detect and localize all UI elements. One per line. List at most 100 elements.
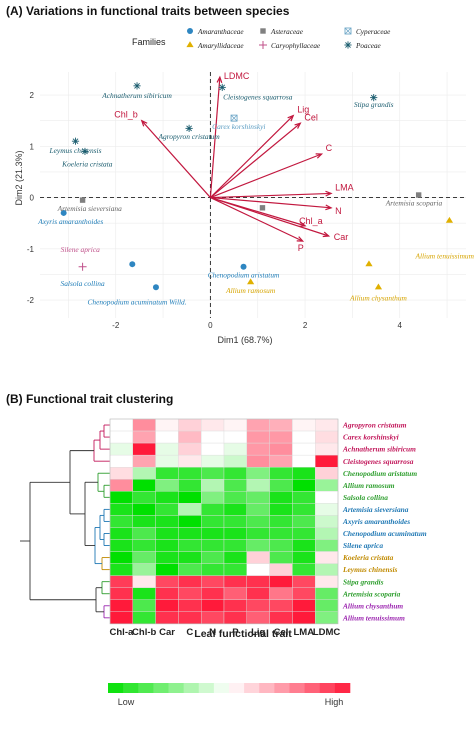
heatmap-cell xyxy=(132,575,156,588)
heatmap-cell xyxy=(246,611,270,625)
heatmap-cell xyxy=(155,611,179,625)
y-tick-label: 0 xyxy=(30,194,35,203)
heatmap-cell xyxy=(223,599,247,613)
heatmap-cell xyxy=(200,454,225,468)
heatmap-cell xyxy=(246,467,270,480)
row-label: Stipa grandis xyxy=(343,577,384,586)
heatmap-cell xyxy=(292,479,316,492)
heatmap-cell xyxy=(155,551,179,564)
heatmap-cell xyxy=(292,539,316,552)
heatmap-cell xyxy=(223,442,247,456)
heatmap-cell xyxy=(178,527,202,540)
column-label: C xyxy=(186,627,193,638)
heatmap-cell xyxy=(269,418,293,432)
row-label: Chenopodium aristatum xyxy=(343,469,417,478)
heatmap-cell xyxy=(155,418,179,432)
heatmap-cell xyxy=(200,491,225,504)
heatmap-cell xyxy=(246,418,270,432)
legend-item-label: Asteraceae xyxy=(270,28,304,36)
heatmap-cell xyxy=(178,587,202,600)
column-label: Chl-b xyxy=(132,627,156,638)
asterisk-marker xyxy=(219,84,226,91)
asterisk-marker xyxy=(82,148,88,155)
heatmap-cell xyxy=(200,503,225,516)
row-label: Agropyron cristatum xyxy=(342,421,407,430)
heatmap-cell xyxy=(292,515,316,528)
heatmap-cell xyxy=(155,503,179,516)
x-axis-label: Dim1 (68.7%) xyxy=(217,335,272,345)
legend-title: Families xyxy=(132,37,166,47)
heatmap-cell xyxy=(132,563,156,576)
legend-item-label: Amaryllidaceae xyxy=(197,42,244,50)
species-label: Stipa grandis xyxy=(354,100,394,109)
heatmap-cell xyxy=(269,515,293,528)
triangle-marker xyxy=(186,41,194,48)
heatmap-cell xyxy=(223,563,247,576)
loading-label: Chl_b xyxy=(114,110,138,120)
heatmap-cell xyxy=(246,491,270,504)
heatmap-cell xyxy=(269,539,293,552)
heatmap-cell xyxy=(246,527,270,540)
colorbar-step xyxy=(244,683,260,693)
heatmap-cell xyxy=(292,611,316,625)
heatmap-cell xyxy=(178,442,202,456)
heatmap-cell xyxy=(109,527,133,540)
y-tick-label: -2 xyxy=(27,296,35,305)
heatmap-cell xyxy=(109,575,133,588)
heatmap-cell xyxy=(315,515,339,528)
y-tick-label: -1 xyxy=(27,245,35,254)
heatmap-cell xyxy=(223,479,247,492)
species-label: Cleistogenes squarrosa xyxy=(223,93,293,102)
heatmap-cell xyxy=(223,515,247,528)
asterisk-marker xyxy=(370,94,377,101)
circle-marker xyxy=(60,209,67,216)
heatmap-cell xyxy=(292,527,316,540)
circle-marker xyxy=(240,263,247,270)
heatmap-cell xyxy=(132,503,156,516)
heatmap-cell xyxy=(315,527,339,540)
row-label: Achnatherum sibiricum xyxy=(342,445,416,454)
heatmap-cell xyxy=(269,491,293,504)
heatmap-cell xyxy=(269,527,293,540)
heatmap-cell xyxy=(178,479,202,492)
trait-heatmap: Agropyron cristatum Carex korshinskyi Achn… xyxy=(20,418,427,707)
heatmap-cell xyxy=(178,418,202,432)
heatmap-cell xyxy=(246,454,270,468)
heatmap-cell xyxy=(269,503,293,516)
heatmap-cell xyxy=(155,539,179,552)
row-label: Salsola collina xyxy=(343,493,388,502)
panel-b-title: (B) Functional trait clustering xyxy=(6,392,174,406)
heatmap-cell xyxy=(200,479,225,492)
y-tick-label: 2 xyxy=(30,91,35,100)
heatmap-cell xyxy=(223,454,247,468)
triangle-marker xyxy=(247,278,255,285)
heatmap-cell xyxy=(200,587,225,600)
heatmap-cell xyxy=(109,551,133,564)
colorbar-step xyxy=(153,683,169,693)
asterisk-marker xyxy=(186,125,192,132)
heatmap-cell xyxy=(269,551,293,564)
heatmap-cell xyxy=(132,611,156,625)
heatmap-cell xyxy=(315,563,339,576)
heatmap-cell xyxy=(292,491,316,504)
heatmap-cell xyxy=(246,575,270,588)
heatmap-cell xyxy=(269,467,293,480)
species-label: Chenopodium aristatum xyxy=(208,270,280,279)
heatmap-cell xyxy=(315,575,339,588)
heatmap-cell xyxy=(269,442,293,456)
species-label: Koeleria cristata xyxy=(61,160,113,169)
row-label: Allium chysanthum xyxy=(342,601,403,610)
colorbar-step xyxy=(138,683,154,693)
species-label: Salsola collina xyxy=(61,279,105,288)
plot-background xyxy=(40,72,466,318)
heatmap-cell xyxy=(109,563,133,576)
species-label: Carex korshinskyi xyxy=(212,122,265,131)
x-tick-label: 2 xyxy=(303,321,308,330)
heatmap-cell xyxy=(269,479,293,492)
heatmap-cell xyxy=(223,611,247,625)
boxx-marker xyxy=(230,114,238,122)
species-points xyxy=(60,82,454,291)
arrow-head xyxy=(216,75,223,84)
heatmap-cell xyxy=(223,467,247,480)
